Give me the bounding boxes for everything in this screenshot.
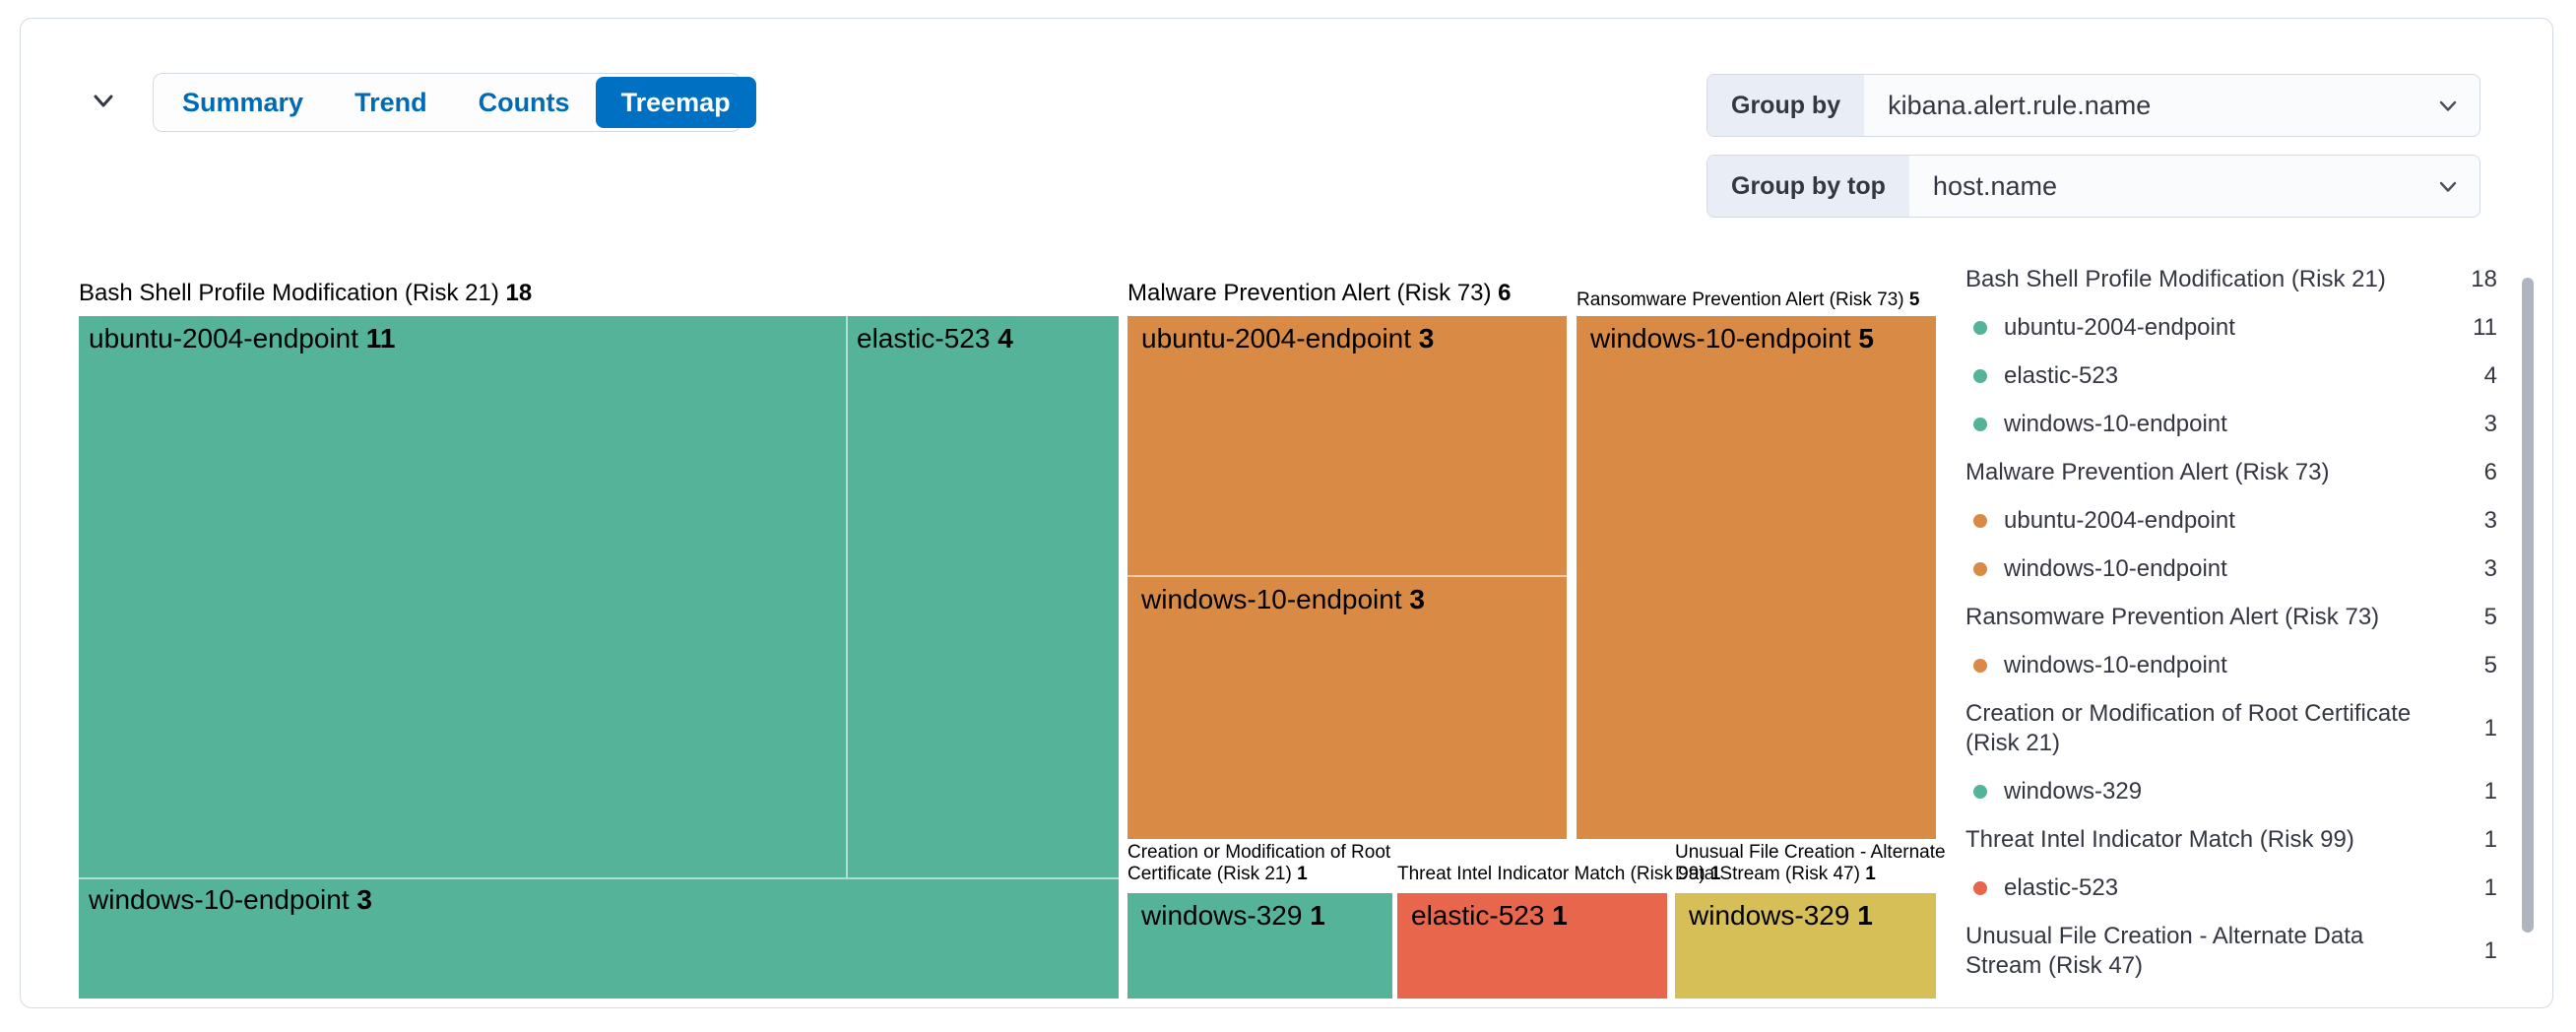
treemap-group-header: Bash Shell Profile Modification (Risk 21… <box>79 280 533 306</box>
chevron-down-icon <box>2436 75 2479 136</box>
tile-label: elastic-523 1 <box>1411 900 1568 931</box>
treemap-chart: Bash Shell Profile Modification (Risk 21… <box>79 277 1946 999</box>
legend-color-dot <box>1973 881 1987 895</box>
legend-color-dot <box>1973 659 1987 673</box>
legend-color-dot <box>1973 418 1987 431</box>
legend-group-row[interactable]: Threat Intel Indicator Match (Risk 99) 1 <box>1965 826 2497 853</box>
treemap-tile-ransomware[interactable] <box>1577 316 1936 839</box>
legend-color-dot <box>1973 514 1987 528</box>
alerts-treemap-panel: Summary Trend Counts Treemap Group by ki… <box>20 18 2553 1008</box>
treemap-group-header: Creation or Modification of Root Certifi… <box>1127 842 1391 884</box>
legend-color-dot <box>1973 369 1987 383</box>
legend-host-row[interactable]: windows-10-endpoint 3 <box>1965 554 2497 584</box>
group-by-top-label: Group by top <box>1707 156 1909 217</box>
treemap-group-header: Ransomware Prevention Alert (Risk 73) 5 <box>1577 290 1920 310</box>
group-by-value: kibana.alert.rule.name <box>1888 90 2152 120</box>
treemap-tile-malware[interactable] <box>1127 316 1567 839</box>
legend-group-row[interactable]: Unusual File Creation - Alternate Data S… <box>1965 923 2497 979</box>
tab-summary[interactable]: Summary <box>157 77 329 128</box>
tab-counts[interactable]: Counts <box>453 77 596 128</box>
treemap-tile-bash-shell[interactable] <box>79 316 1119 999</box>
legend-host-row[interactable]: ubuntu-2004-endpoint 3 <box>1965 506 2497 536</box>
treemap-group-header: Malware Prevention Alert (Risk 73) 6 <box>1127 280 1512 306</box>
tile-label: ubuntu-2004-endpoint 11 <box>89 323 396 354</box>
tab-trend[interactable]: Trend <box>329 77 453 128</box>
tile-label: elastic-523 4 <box>857 323 1013 354</box>
treemap-tile-threat-intel[interactable] <box>1397 893 1667 999</box>
legend-group-row[interactable]: Ransomware Prevention Alert (Risk 73) 5 <box>1965 604 2497 630</box>
tile-label: windows-10-endpoint 3 <box>1141 584 1425 614</box>
legend-host-row[interactable]: windows-10-endpoint 5 <box>1965 651 2497 680</box>
legend-group-row[interactable]: Creation or Modification of Root Certifi… <box>1965 700 2497 756</box>
legend-color-dot <box>1973 321 1987 335</box>
tile-label: windows-10-endpoint 3 <box>89 884 372 915</box>
legend-host-row[interactable]: windows-10-endpoint 3 <box>1965 410 2497 439</box>
chevron-down-icon <box>2436 156 2479 217</box>
panel-collapse-button[interactable] <box>82 80 125 123</box>
treemap-group-header: Unusual File Creation - Alternate Data S… <box>1675 842 1946 884</box>
legend-group-row[interactable]: Bash Shell Profile Modification (Risk 21… <box>1965 266 2497 292</box>
group-by-top-value: host.name <box>1932 170 2057 201</box>
tile-label: windows-329 1 <box>1689 900 1873 931</box>
group-by-top-select[interactable]: Group by top host.name <box>1707 155 2480 218</box>
treemap-tile-root-certificate[interactable] <box>1127 893 1392 999</box>
group-by-label: Group by <box>1707 75 1865 136</box>
legend-color-dot <box>1973 562 1987 576</box>
chevron-down-icon <box>88 85 119 119</box>
tab-treemap[interactable]: Treemap <box>595 77 756 128</box>
tile-label: windows-329 1 <box>1141 900 1325 931</box>
tile-divider <box>846 316 848 877</box>
legend-scrollbar-thumb[interactable] <box>2522 278 2534 933</box>
tile-divider <box>79 877 1119 879</box>
treemap-tile-unusual-file[interactable] <box>1675 893 1936 999</box>
treemap-legend: Bash Shell Profile Modification (Risk 21… <box>1965 265 2497 1000</box>
group-by-select[interactable]: Group by kibana.alert.rule.name <box>1707 74 2480 137</box>
legend-color-dot <box>1973 785 1987 799</box>
tile-divider <box>1127 575 1567 577</box>
legend-group-row[interactable]: Malware Prevention Alert (Risk 73) 6 <box>1965 459 2497 485</box>
legend-host-row[interactable]: elastic-523 1 <box>1965 873 2497 903</box>
treemap-group-header: Threat Intel Indicator Match (Risk 99) 1 <box>1397 864 1721 884</box>
tile-label: windows-10-endpoint 5 <box>1590 323 1874 354</box>
tile-label: ubuntu-2004-endpoint 3 <box>1141 323 1435 354</box>
legend-host-row[interactable]: ubuntu-2004-endpoint 11 <box>1965 313 2497 343</box>
legend-host-row[interactable]: windows-329 1 <box>1965 777 2497 806</box>
alerts-view-tabgroup: Summary Trend Counts Treemap <box>153 73 756 132</box>
legend-host-row[interactable]: elastic-523 4 <box>1965 361 2497 391</box>
